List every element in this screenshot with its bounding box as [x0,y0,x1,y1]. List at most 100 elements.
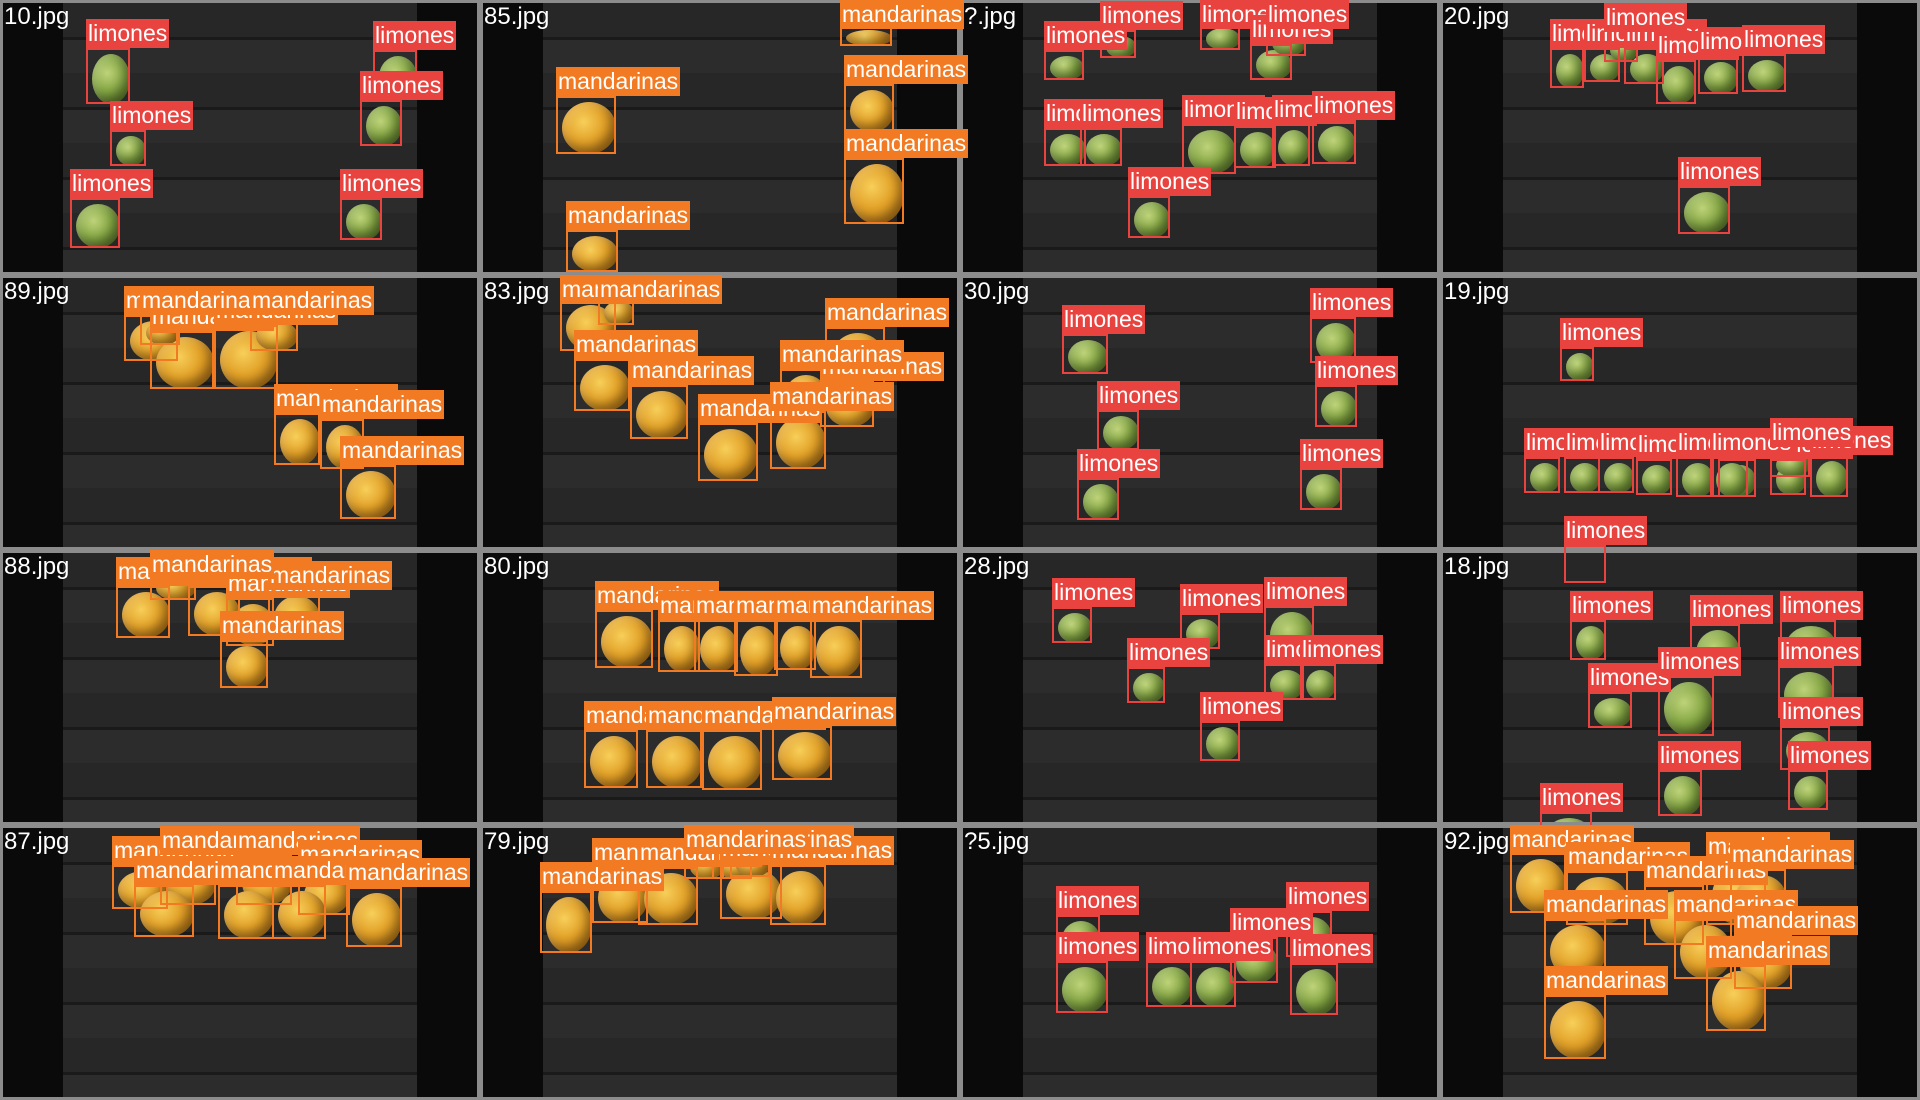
detection-label: limones [1315,356,1399,385]
lemon [1083,484,1119,520]
image-tile[interactable]: 30.jpg limones limones limones limones limon… [960,275,1440,550]
image-tile[interactable]: 20.jpg limoneslimoneslimoneslimoneslimon… [1440,0,1920,275]
image-tile[interactable]: ?.jpg limones limones limones limones limone… [960,0,1440,275]
lemon [1816,461,1848,497]
image-tile[interactable]: 85.jpg mandarinas mandarinas mandarinas man… [480,0,969,275]
lemon [1664,776,1702,816]
tangerine [572,236,618,272]
lemon [1546,818,1592,822]
detection-box [218,885,274,939]
tile-filename: 80.jpg [484,553,550,580]
lemon [1318,126,1356,164]
image-tile[interactable]: 87.jpg mandarinas mandarinas mandarinas man… [0,825,480,1100]
detection-label: mandarinas [566,201,691,230]
detection-box [340,465,396,519]
tile-filename: 89.jpg [4,278,70,305]
detection-box [1062,334,1108,374]
detection-box [1300,664,1336,700]
detection-box [360,100,402,146]
detection-box [1200,721,1240,761]
detection-box [1770,459,1806,495]
detection-box [1052,607,1092,643]
lemon [1306,670,1336,700]
image-tile[interactable]: 79.jpg mandarinasmandarinasmandarinasman… [480,825,960,1100]
image-tile[interactable]: 89.jpg mandarinas mandarinas mandarinas man… [0,275,480,550]
tangerine [280,419,320,465]
tile-filename: 30.jpg [964,278,1030,305]
detection-label: limones [1097,381,1181,410]
tile-background [1440,275,1920,550]
detection-label: mandarinas [810,591,935,620]
image-tile[interactable]: ?5.jpg limones limones limones limones limon… [960,825,1440,1100]
tangerine [224,891,274,939]
lemon [1152,967,1192,1007]
tile-filename: 18.jpg [1444,553,1510,580]
image-tile[interactable]: 10.jpg limones limones limones limones limon… [0,0,480,275]
detection-label: mandarinas [1544,890,1669,919]
detection-box [638,867,698,925]
detection-box [116,586,170,638]
tile-filename: 28.jpg [964,553,1030,580]
image-tile[interactable]: 28.jpg limones limones limones limones limon… [960,550,1440,825]
image-tile[interactable]: 80.jpg mandarinasmandarinasmandarinasman… [480,550,960,825]
lemon [1206,727,1240,761]
detection-box [1312,120,1356,164]
lemon [1530,463,1560,493]
detection-label: limones [360,71,444,100]
lemon [1188,130,1236,174]
tangerine [601,616,653,668]
lemon [116,136,146,166]
detection-box [1128,196,1170,238]
detection-box [630,385,688,439]
image-tile[interactable]: 92.jpg mandarinas mandarinas mandarinas man… [1440,825,1920,1100]
detection-label: limones [1100,1,1184,30]
tile-filename: 20.jpg [1444,3,1510,30]
detection-box [346,887,402,947]
detection-label: limones [1290,934,1374,963]
detection-box [770,865,826,925]
image-tile[interactable]: 83.jpg mandarinas mandarinas mandarinas man… [480,275,960,550]
detection-box [1656,60,1696,104]
detection-label: mandarinas [770,382,895,411]
image-tile[interactable]: 88.jpg mandarinasmandarinasmandarinasman… [0,550,480,825]
detection-box [1300,468,1342,510]
lemon [1794,776,1828,810]
detection-box [1264,664,1304,700]
detection-box [646,730,702,788]
tile-filename: 88.jpg [4,553,70,580]
detection-label: limones [1077,449,1161,478]
tangerine [652,736,702,788]
detection-box [1077,478,1119,520]
image-tile[interactable]: 18.jpg limones limones limones limones limon… [1440,550,1920,852]
detection-box [134,885,194,937]
detection-box [1510,853,1566,913]
detection-label: limones [1127,638,1211,667]
detection-label: mandarinas [150,550,275,579]
tangerine [590,736,638,788]
tangerine [1712,971,1766,1031]
detection-label: mandarinas [840,0,965,29]
detection-box [1788,770,1828,810]
image-tile[interactable]: 19.jpg limoneslimoneslimoneslimoneslimon… [1440,275,1920,583]
detection-box [595,610,653,668]
detection-box [220,640,268,688]
detection-label: mandarinas [780,340,905,369]
detection-box [1564,457,1600,493]
detection-label: mandarinas [574,330,699,359]
tangerine [580,365,630,411]
detection-box [774,620,816,670]
tangerine [1550,1001,1606,1059]
detection-box [702,730,762,790]
detection-label: limones [1300,635,1384,664]
detection-label: limones [1570,591,1654,620]
detection-label: mandarinas [556,67,681,96]
detection-label: limones [1056,886,1140,915]
lemon [1086,134,1122,166]
detection-label: limones [1658,647,1742,676]
detection-box [556,96,616,154]
tile-filename: 19.jpg [1444,278,1510,305]
detection-box [70,198,120,248]
detection-box [1560,347,1594,381]
tangerine [546,897,592,953]
